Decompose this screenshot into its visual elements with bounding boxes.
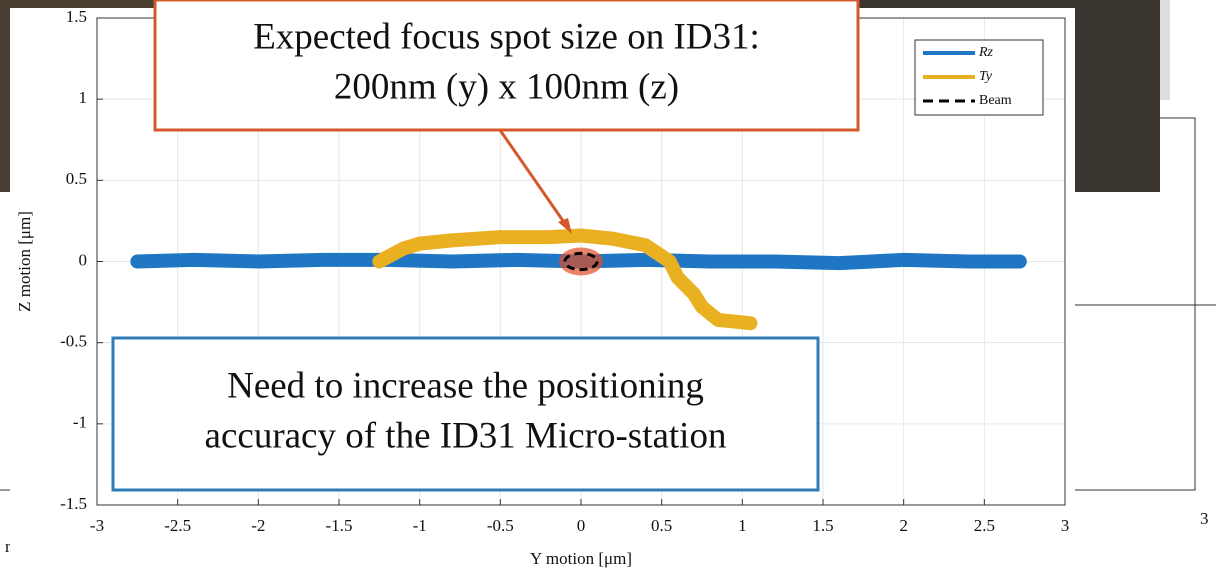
x-tick-label: -1.5 — [326, 516, 353, 535]
callout-arrow — [498, 129, 570, 229]
beam — [563, 251, 599, 272]
y-tick-label: -1 — [73, 413, 87, 432]
callout-box — [111, 336, 820, 492]
y-tick-label: 0.5 — [66, 169, 87, 188]
legend-label: Beam — [979, 93, 1012, 108]
x-tick-label: -2 — [251, 516, 265, 535]
legend-label: Rz — [978, 45, 994, 60]
x-tick-label: 3 — [1061, 516, 1070, 535]
series-line — [372, 228, 758, 331]
callout-text: accuracy of the ID31 Micro-station — [205, 415, 727, 456]
x-tick-label: 1 — [738, 516, 747, 535]
y-axis-label: Z motion [μm] — [15, 211, 34, 312]
legend-label: Ty — [979, 69, 993, 84]
background-text: r — [5, 537, 11, 556]
x-tick-label: 0.5 — [651, 516, 672, 535]
x-tick-label: 2 — [899, 516, 908, 535]
y-tick-label: 0 — [79, 250, 88, 269]
x-tick-label: -3 — [90, 516, 104, 535]
plot: -3 -2.5 -2 -1.5 -1 -0.5 0 0.5 1 1.5 2 2.5 3 -1.5 -1 -0.… — [15, 0, 1069, 568]
x-axis-label: Y motion [μm] — [530, 549, 632, 568]
background-frame — [1060, 117, 1196, 491]
x-tick-label: 0 — [577, 516, 586, 535]
y-tick-label: 1 — [79, 88, 88, 107]
callout-text: Need to increase the positioning — [227, 365, 704, 406]
background-text: 3 — [1200, 509, 1209, 528]
callout-box — [153, 0, 860, 132]
callout-arrowhead — [558, 218, 572, 234]
y-tick-label: 1.5 — [66, 7, 87, 26]
x-tick-label: -2.5 — [164, 516, 191, 535]
callout-text: 200nm (y) x 100nm (z) — [334, 66, 679, 107]
x-tick-label: 1.5 — [812, 516, 833, 535]
x-tick-label: 2.5 — [974, 516, 995, 535]
background-frame — [1160, 0, 1170, 100]
y-tick-label: -1.5 — [60, 494, 87, 513]
x-tick-label: -0.5 — [487, 516, 514, 535]
callout-text: Expected focus spot size on ID31: — [253, 16, 760, 57]
y-tick-label: -0.5 — [60, 332, 87, 351]
x-tick-label: -1 — [413, 516, 427, 535]
